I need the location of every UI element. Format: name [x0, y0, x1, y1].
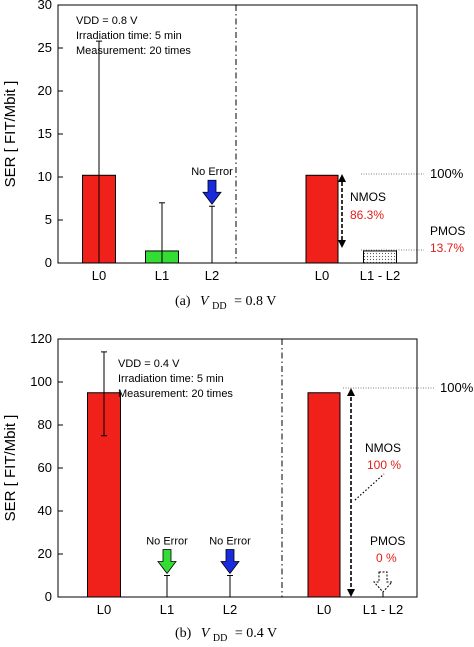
- panel-b-no-error-arrows: No Error No Error: [146, 536, 251, 575]
- panel-b-caption: (b) V DD = 0.4 V: [175, 626, 277, 645]
- y-tick-label: 60: [38, 460, 52, 475]
- x-tick-label: L1 - L2: [363, 602, 403, 617]
- panel-a-condition-measurement: Measurement: 20 times: [76, 45, 191, 57]
- y-tick-label: 0: [45, 255, 52, 270]
- y-tick-label: 10: [38, 169, 52, 184]
- panel-a-pmos-pct: 13.7%: [430, 241, 464, 255]
- y-tick-label: 40: [38, 503, 52, 518]
- x-tick-label: L1 - L2: [360, 268, 400, 283]
- panel-a-ylabel: SER [ FIT/Mbit ]: [2, 81, 19, 188]
- panel-a-100pct-label: 100%: [430, 166, 464, 181]
- panel-b-condition-vdd: VDD = 0.4 V: [118, 358, 180, 370]
- y-tick-label: 20: [38, 546, 52, 561]
- panel-b-span-arrow-up: [347, 388, 355, 396]
- x-tick-label: L1: [155, 268, 169, 283]
- x-tick-label: L1: [160, 602, 174, 617]
- panel-a-condition-vdd: VDD = 0.8 V: [76, 15, 138, 27]
- panel-b-ylabel: SER [ FIT/Mbit ]: [2, 415, 19, 522]
- bar: [363, 250, 397, 264]
- x-tick-label: L0: [97, 602, 111, 617]
- panel-a: SER [ FIT/Mbit ] 0 5 10 15 20 25 30 L0 L1 L2 L0 L1…: [2, 0, 465, 313]
- panel-b-nmos-leader: [354, 473, 385, 501]
- panel-b-nmos-pct: 100 %: [367, 458, 401, 472]
- panel-b-span-arrow-down: [347, 589, 355, 597]
- panel-a-pmos-label: PMOS: [430, 224, 465, 238]
- panel-b-condition-time: Irradiation time: 5 min: [118, 373, 224, 385]
- x-tick-label: L0: [317, 602, 331, 617]
- panel-b-x-axis: L0 L1 L2 L0 L1 - L2: [97, 592, 403, 617]
- panel-a-nmos-label: NMOS: [350, 190, 386, 204]
- x-tick-label: L0: [92, 268, 106, 283]
- panel-a-span-arrow-up: [338, 174, 346, 182]
- panel-a-nmos-pct: 86.3%: [350, 208, 384, 222]
- panel-b-condition-measurement: Measurement: 20 times: [118, 388, 233, 400]
- panel-b-nmos-label: NMOS: [365, 441, 401, 455]
- no-error-label: No Error: [209, 536, 251, 548]
- no-error-arrow-icon: [202, 179, 222, 205]
- y-tick-label: 100: [30, 374, 52, 389]
- no-error-arrow-icon: [220, 549, 240, 575]
- y-tick-label: 120: [30, 331, 52, 346]
- panel-a-span-arrow-down: [338, 240, 346, 248]
- panel-a-condition-time: Irradiation time: 5 min: [76, 30, 182, 42]
- panel-a-caption: (a) V DD = 0.8 V: [175, 294, 276, 313]
- panel-a-x-axis: L0 L1 L2 L0 L1 - L2: [92, 258, 400, 283]
- no-error-label: No Error: [191, 166, 233, 178]
- x-tick-label: L2: [205, 268, 219, 283]
- panel-a-no-error-arrows: No Error: [191, 166, 233, 205]
- y-tick-label: 80: [38, 417, 52, 432]
- panel-b-pmos-pct: 0 %: [376, 551, 397, 565]
- y-tick-label: 20: [38, 83, 52, 98]
- y-tick-label: 15: [38, 126, 52, 141]
- y-tick-label: 5: [45, 212, 52, 227]
- no-error-label: No Error: [146, 536, 188, 548]
- bar: [307, 392, 341, 598]
- panel-b-pmos-label: PMOS: [370, 534, 405, 548]
- y-tick-label: 25: [38, 40, 52, 55]
- panel-b-y-axis: 0 20 40 60 80 100 120: [30, 331, 63, 604]
- panel-a-error-bars: [96, 40, 215, 263]
- panel-b-plot-frame: [57, 338, 418, 598]
- x-tick-label: L0: [315, 268, 329, 283]
- panel-b-bars: [87, 392, 341, 598]
- y-tick-label: 0: [45, 589, 52, 604]
- panel-b-pmos-empty-arrow-icon: [372, 571, 394, 593]
- panel-b-error-bars: [101, 351, 233, 597]
- bar: [305, 174, 339, 264]
- panel-a-y-axis: 0 5 10 15 20 25 30: [38, 0, 63, 270]
- panel-b-100pct-label: 100%: [440, 380, 474, 395]
- y-tick-label: 30: [38, 0, 52, 12]
- no-error-arrow-icon: [157, 549, 177, 575]
- panel-a-plot-frame: [57, 4, 418, 264]
- x-tick-label: L2: [223, 602, 237, 617]
